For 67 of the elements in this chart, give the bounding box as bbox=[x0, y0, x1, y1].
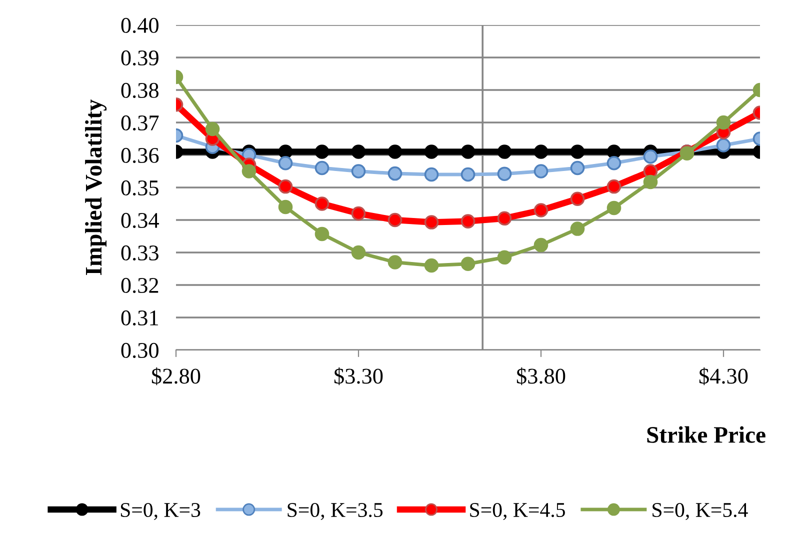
x-tick-label: $3.30 bbox=[334, 367, 383, 386]
y-tick-label: 0.38 bbox=[121, 82, 158, 98]
point bbox=[497, 166, 512, 182]
point bbox=[388, 166, 402, 181]
x-tick-label: $4.30 bbox=[699, 367, 748, 386]
point bbox=[314, 196, 330, 211]
point bbox=[460, 214, 476, 228]
y-axis-title: Implied Volatility bbox=[85, 99, 107, 275]
point bbox=[534, 203, 548, 218]
point bbox=[351, 206, 366, 221]
legend-label: S=0, K=4.5 bbox=[470, 502, 565, 520]
point bbox=[424, 144, 439, 159]
y-tick-label: 0.34 bbox=[121, 212, 159, 228]
y-tick-label: 0.32 bbox=[121, 278, 158, 294]
point bbox=[534, 164, 548, 178]
point bbox=[314, 160, 330, 176]
point bbox=[534, 144, 548, 159]
point bbox=[424, 167, 439, 182]
x-axis-title: Strike Price bbox=[647, 426, 766, 443]
y-tick-label: 0.40 bbox=[121, 18, 158, 34]
point bbox=[351, 164, 366, 178]
legend-label: S=0, K=3 bbox=[120, 502, 200, 520]
point bbox=[278, 200, 293, 214]
point bbox=[388, 212, 402, 228]
point bbox=[278, 179, 293, 194]
point bbox=[351, 245, 366, 260]
point bbox=[351, 144, 366, 159]
point bbox=[314, 226, 330, 242]
point bbox=[278, 156, 293, 170]
point bbox=[570, 160, 585, 176]
y-tick-label: 0.31 bbox=[121, 310, 158, 326]
point bbox=[460, 144, 476, 159]
y-tick-label: 0.36 bbox=[121, 148, 159, 164]
point bbox=[606, 144, 622, 159]
point bbox=[643, 149, 658, 164]
point bbox=[205, 122, 220, 136]
y-tick-label: 0.39 bbox=[121, 50, 158, 66]
point bbox=[388, 255, 402, 270]
y-tick-label: 0.33 bbox=[121, 245, 158, 261]
point bbox=[570, 222, 585, 236]
point bbox=[570, 144, 585, 159]
point bbox=[606, 156, 622, 170]
legend-label: S=0, K=5.4 bbox=[652, 502, 748, 520]
x-tick-label: $2.80 bbox=[152, 367, 200, 386]
x-tick-label: $3.80 bbox=[516, 367, 566, 386]
point bbox=[424, 215, 439, 230]
point bbox=[460, 256, 476, 272]
y-tick-label: 0.30 bbox=[121, 342, 158, 358]
point bbox=[388, 144, 402, 159]
legend-label: S=0, K=3.5 bbox=[288, 502, 383, 520]
point bbox=[242, 164, 256, 178]
point bbox=[716, 115, 731, 130]
point bbox=[497, 250, 512, 265]
point bbox=[278, 144, 293, 159]
point bbox=[570, 192, 585, 206]
y-tick-label: 0.37 bbox=[121, 115, 159, 131]
point bbox=[606, 200, 622, 216]
point bbox=[497, 211, 512, 226]
point bbox=[716, 138, 731, 152]
point bbox=[460, 167, 476, 182]
point bbox=[424, 258, 439, 273]
point bbox=[606, 179, 622, 194]
point bbox=[497, 144, 512, 159]
point bbox=[534, 238, 548, 252]
point bbox=[643, 174, 658, 190]
point bbox=[314, 144, 330, 159]
y-tick-label: 0.35 bbox=[121, 180, 158, 196]
